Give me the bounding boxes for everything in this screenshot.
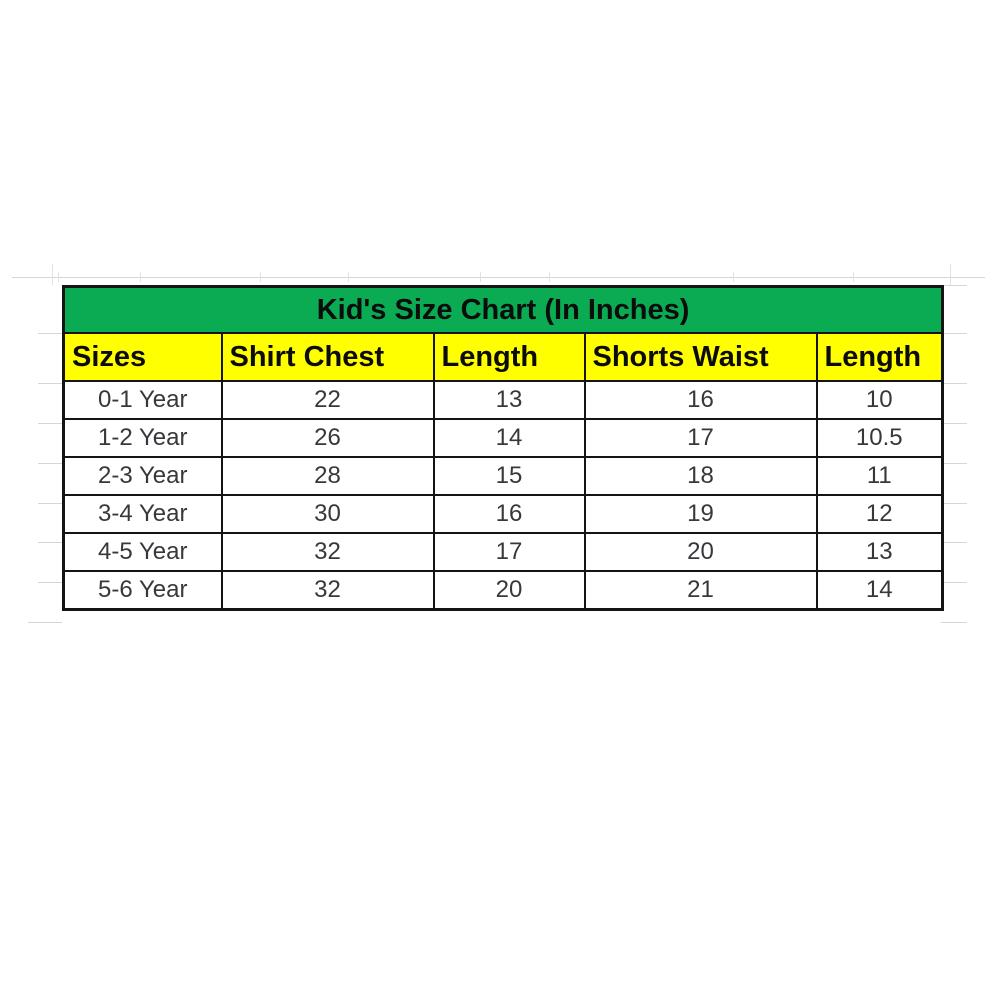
table-row: 3-4 Year 30 16 19 12 [62,494,944,534]
cell-shorts-waist: 17 [583,418,818,458]
cell-shirt-chest: 22 [220,380,435,420]
column-header-shirt-chest: Shirt Chest [220,332,435,382]
cell-shorts-length: 10 [815,380,944,420]
cell-shirt-length: 17 [432,532,586,572]
cell-shorts-waist: 21 [583,570,818,611]
table-row: 5-6 Year 32 20 21 14 [62,570,944,611]
gridline-stub-right [941,542,967,543]
table-header-row: Sizes Shirt Chest Length Shorts Waist Le… [62,332,944,382]
gridline-tick [950,264,951,285]
cell-shorts-length: 14 [815,570,944,611]
gridline-stub-right [941,383,967,384]
column-header-length-shirt: Length [432,332,586,382]
gridline-tick [260,272,261,282]
gridline-tick [549,272,550,282]
cell-shirt-chest: 32 [220,532,435,572]
cell-shorts-waist: 19 [583,494,818,534]
cell-size: 3-4 Year [62,494,223,534]
gridline-stub-right [941,582,967,583]
cell-shirt-chest: 28 [220,456,435,496]
cell-shirt-chest: 26 [220,418,435,458]
gridline-stub-left [38,383,62,384]
gridline-stub-left [38,463,62,464]
cell-shirt-length: 13 [432,380,586,420]
gridline-stub-right [941,333,967,334]
gridline-stub-right [941,622,967,623]
cell-shorts-waist: 16 [583,380,818,420]
cell-shorts-length: 11 [815,456,944,496]
gridline-tick [733,272,734,282]
column-header-length-shorts: Length [815,332,944,382]
gridline-stub-right [941,285,967,286]
table-row: 0-1 Year 22 13 16 10 [62,380,944,420]
gridline-stub-right [941,503,967,504]
cell-shirt-length: 16 [432,494,586,534]
table-title: Kid's Size Chart (In Inches) [62,285,944,334]
gridline-tick [52,264,53,285]
cell-size: 2-3 Year [62,456,223,496]
cell-shorts-length: 10.5 [815,418,944,458]
cell-size: 0-1 Year [62,380,223,420]
cell-shorts-length: 12 [815,494,944,534]
gridline-stub-left [38,333,62,334]
cell-shirt-length: 15 [432,456,586,496]
gridline-stub-left [28,622,62,623]
column-header-sizes: Sizes [62,332,223,382]
gridline-stub-left [38,423,62,424]
cell-size: 4-5 Year [62,532,223,572]
gridline [12,277,985,278]
gridline-stub-left [38,582,62,583]
cell-shirt-chest: 30 [220,494,435,534]
table-title-row: Kid's Size Chart (In Inches) [62,285,944,334]
gridline-tick [480,272,481,282]
cell-shirt-length: 14 [432,418,586,458]
table-row: 2-3 Year 28 15 18 11 [62,456,944,496]
cell-shorts-waist: 18 [583,456,818,496]
gridline-stub-right [941,463,967,464]
cell-size: 5-6 Year [62,570,223,611]
gridline-stub-left [38,503,62,504]
cell-shorts-waist: 20 [583,532,818,572]
cell-shorts-length: 13 [815,532,944,572]
gridline-tick [140,272,141,282]
gridline-stub-right [941,423,967,424]
gridline-tick [348,272,349,282]
size-chart-table: Kid's Size Chart (In Inches) Sizes Shirt… [62,285,945,611]
cell-shirt-length: 20 [432,570,586,611]
table-row: 1-2 Year 26 14 17 10.5 [62,418,944,458]
cell-size: 1-2 Year [62,418,223,458]
gridline-tick [58,272,59,282]
gridline-tick [853,272,854,282]
gridline-stub-left [38,542,62,543]
column-header-shorts-waist: Shorts Waist [583,332,818,382]
cell-shirt-chest: 32 [220,570,435,611]
table-row: 4-5 Year 32 17 20 13 [62,532,944,572]
